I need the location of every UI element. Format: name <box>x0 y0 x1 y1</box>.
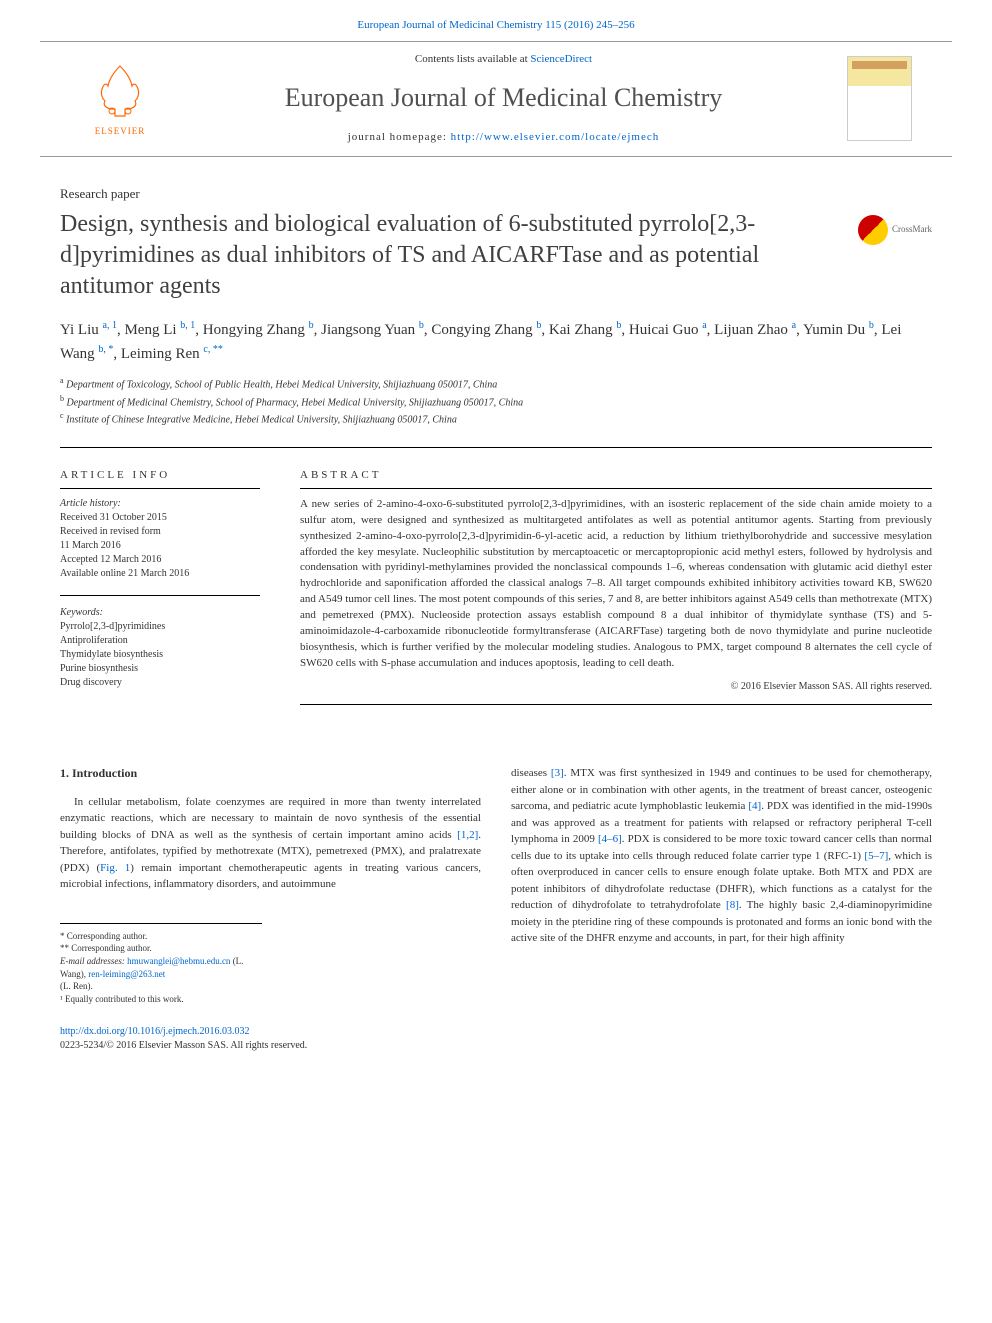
doi-link[interactable]: http://dx.doi.org/10.1016/j.ejmech.2016.… <box>60 1026 250 1037</box>
crossmark-icon <box>858 215 888 245</box>
history-label: Article history: <box>60 497 260 511</box>
authors-list: Yi Liu a, 1, Meng Li b, 1, Hongying Zhan… <box>60 318 932 365</box>
paper-title: Design, synthesis and biological evaluat… <box>60 209 838 303</box>
email-addresses: E-mail addresses: hmuwanglei@hebmu.edu.c… <box>60 955 262 980</box>
copyright-line: © 2016 Elsevier Masson SAS. All rights r… <box>300 680 932 694</box>
elsevier-label: ELSEVIER <box>95 125 146 138</box>
keywords-label: Keywords: <box>60 606 260 620</box>
homepage-link[interactable]: http://www.elsevier.com/locate/ejmech <box>451 131 660 143</box>
header-citation[interactable]: European Journal of Medicinal Chemistry … <box>0 0 992 41</box>
introduction-heading: 1. Introduction <box>60 765 481 782</box>
affiliations: a Department of Toxicology, School of Pu… <box>60 375 932 427</box>
journal-banner: ELSEVIER Contents lists available at Sci… <box>40 41 952 156</box>
keywords-list: Pyrrolo[2,3-d]pyrimidinesAntiproliferati… <box>60 620 260 690</box>
journal-name: European Journal of Medicinal Chemistry <box>160 80 847 116</box>
corresponding-1: * Corresponding author. <box>60 930 262 943</box>
article-history: Received 31 October 2015Received in revi… <box>60 511 260 581</box>
elsevier-tree-icon <box>90 61 150 121</box>
abstract-text: A new series of 2-amino-4-oxo-6-substitu… <box>300 497 932 672</box>
crossmark-badge[interactable]: CrossMark <box>858 215 932 245</box>
crossmark-label: CrossMark <box>892 223 932 236</box>
journal-cover-thumbnail[interactable] <box>847 56 912 141</box>
email-link-2[interactable]: ren-leiming@263.net <box>88 969 165 979</box>
page-footer: http://dx.doi.org/10.1016/j.ejmech.2016.… <box>0 1025 992 1083</box>
corresponding-2: ** Corresponding author. <box>60 942 262 955</box>
article-info-sidebar: ARTICLE INFO Article history: Received 3… <box>60 468 260 705</box>
issn-copyright: 0223-5234/© 2016 Elsevier Masson SAS. Al… <box>60 1040 307 1051</box>
article-info-heading: ARTICLE INFO <box>60 468 260 488</box>
elsevier-logo[interactable]: ELSEVIER <box>80 54 160 144</box>
paper-type: Research paper <box>60 185 932 203</box>
email-name-2: (L. Ren). <box>60 980 262 993</box>
intro-paragraph-col1: In cellular metabolism, folate coenzymes… <box>60 794 481 893</box>
intro-paragraph-col2: diseases [3]. MTX was first synthesized … <box>511 765 932 947</box>
email-link-1[interactable]: hmuwanglei@hebmu.edu.cn <box>127 956 230 966</box>
sciencedirect-link[interactable]: ScienceDirect <box>530 53 592 65</box>
equal-contribution: ¹ Equally contributed to this work. <box>60 993 262 1006</box>
contents-line: Contents lists available at ScienceDirec… <box>160 52 847 67</box>
abstract-heading: ABSTRACT <box>300 468 932 488</box>
journal-homepage: journal homepage: http://www.elsevier.co… <box>160 130 847 145</box>
footnotes: * Corresponding author. ** Corresponding… <box>60 923 262 1006</box>
